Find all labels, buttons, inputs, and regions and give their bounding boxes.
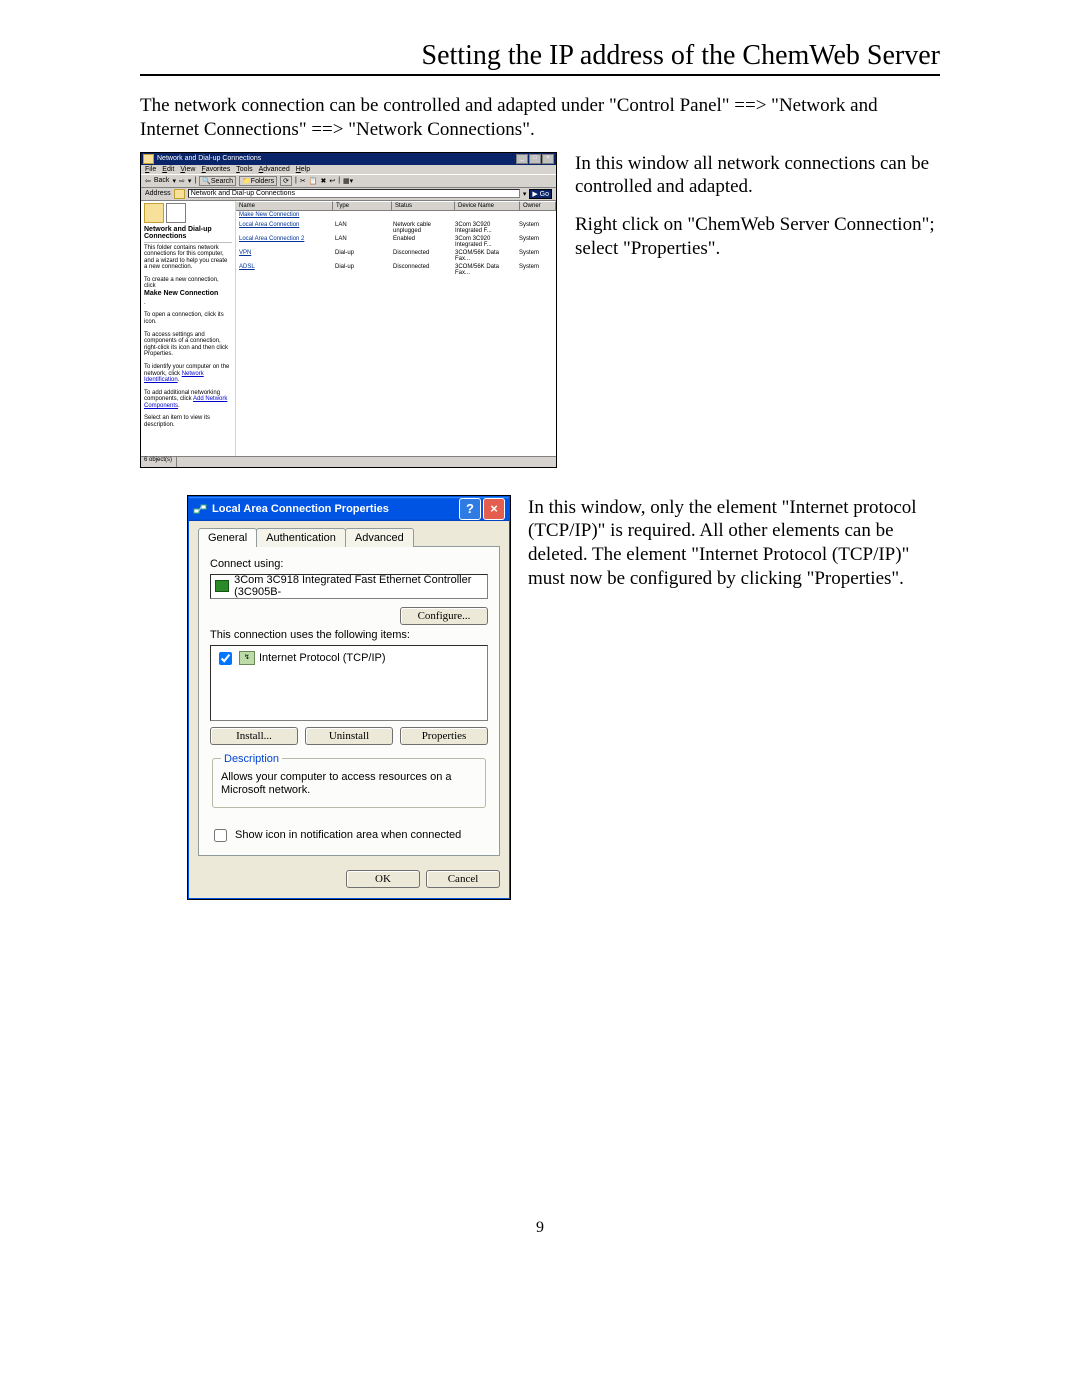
menu-file[interactable]: File [145,166,156,173]
protocol-icon: ↯ [239,651,255,665]
list-item[interactable]: VPN Dial-up Disconnected 3COM/56K Data F… [236,249,556,263]
side-text-2: In this window, only the element "Intern… [528,496,940,591]
ok-button[interactable]: OK [346,870,420,888]
intro-text: The network connection can be controlled… [140,94,940,142]
list-item[interactable]: ADSL Dial-up Disconnected 3COM/56K Data … [236,263,556,277]
menu-favorites[interactable]: Favorites [201,166,230,173]
folders-button[interactable]: 📁Folders [239,176,277,186]
menu-tools[interactable]: Tools [236,166,252,173]
install-button[interactable]: Install... [210,727,298,745]
tcpip-checkbox[interactable] [219,652,232,665]
configure-button[interactable]: Configure... [400,607,488,625]
dlg-titlebar: Local Area Connection Properties ? × [189,497,509,521]
uses-items-label: This connection uses the following items… [210,629,488,641]
tab-advanced[interactable]: Advanced [345,528,414,547]
dlg-title: Local Area Connection Properties [212,503,389,515]
back-button[interactable]: Back [154,177,170,184]
tabs: General Authentication Advanced [198,527,500,546]
tab-body: Connect using: 3Com 3C918 Integrated Fas… [198,546,500,856]
search-button[interactable]: 🔍Search [199,176,236,186]
status-bar: 6 object(s) [141,456,556,467]
column-headers[interactable]: Name Type Status Device Name Owner [236,201,556,211]
close-button[interactable]: × [542,154,554,164]
col-status[interactable]: Status [392,201,455,210]
menu-edit[interactable]: Edit [162,166,174,173]
make-new-connection[interactable]: Make New Connection [236,211,556,221]
description-text: Allows your computer to access resources… [221,771,477,797]
folder-icon [144,203,164,223]
page-number: 9 [140,1219,940,1237]
tab-general[interactable]: General [198,528,257,547]
description-legend: Description [221,753,282,765]
sidebar-p1: This folder contains network connections… [144,245,232,271]
show-icon-label: Show icon in notification area when conn… [235,829,461,841]
sidebar-heading: Network and Dial-up Connections [144,226,232,240]
properties-button[interactable]: Properties [400,727,488,745]
sidebar-p3: To open a connection, click its icon. [144,312,232,325]
menu-view[interactable]: View [180,166,195,173]
side-text-1b: Right click on "ChemWeb Server Connectio… [575,213,940,261]
go-button[interactable]: ▶ Go [529,189,552,199]
sidebar-p4: To access settings and components of a c… [144,332,232,358]
folder-icon [143,154,154,164]
tab-authentication[interactable]: Authentication [256,528,346,547]
minimize-button[interactable]: _ [516,154,528,164]
help-button[interactable]: ? [459,498,481,520]
doc-icon [166,203,186,223]
close-button[interactable]: × [483,498,505,520]
list-item[interactable]: Local Area Connection 2 LAN Enabled 3Com… [236,235,556,249]
items-listbox[interactable]: ↯ Internet Protocol (TCP/IP) [210,645,488,721]
side-text-1a: In this window all network connections c… [575,152,940,200]
nic-icon [215,580,229,592]
win1-menubar[interactable]: File Edit View Favorites Tools Advanced … [141,165,556,174]
win1-title: Network and Dial-up Connections [157,155,261,162]
col-device[interactable]: Device Name [455,201,520,210]
connection-icon [193,502,207,516]
col-owner[interactable]: Owner [520,201,556,210]
cancel-button[interactable]: Cancel [426,870,500,888]
win1-sidebar: Network and Dial-up Connections This fol… [141,201,236,456]
tcpip-label[interactable]: Internet Protocol (TCP/IP) [259,652,386,664]
address-bar[interactable]: Address Network and Dial-up Connections … [141,188,556,201]
show-icon-checkbox[interactable] [214,829,227,842]
properties-dialog: Local Area Connection Properties ? × Gen… [188,496,510,899]
page-title: Setting the IP address of the ChemWeb Se… [140,40,940,76]
address-label: Address [145,190,171,197]
col-name[interactable]: Name [236,201,333,210]
adapter-name: 3Com 3C918 Integrated Fast Ethernet Cont… [234,574,483,598]
network-connections-window: Network and Dial-up Connections _ □ × Fi… [140,152,557,468]
sidebar-p7: Select an item to view its description. [144,415,232,428]
menu-help[interactable]: Help [296,166,310,173]
adapter-box: 3Com 3C918 Integrated Fast Ethernet Cont… [210,574,488,599]
maximize-button[interactable]: □ [529,154,541,164]
uninstall-button[interactable]: Uninstall [305,727,393,745]
description-fieldset: Description Allows your computer to acce… [212,753,486,808]
connections-list: Name Type Status Device Name Owner Make … [236,201,556,456]
win1-toolbar[interactable]: ⇦Back▾ ⇨▾ | 🔍Search 📁Folders ⟳ |✂📋✖↩ |▦▾ [141,174,556,188]
list-item[interactable]: Local Area Connection LAN Network cable … [236,221,556,235]
connect-using-label: Connect using: [210,558,488,570]
col-type[interactable]: Type [333,201,392,210]
address-field[interactable]: Network and Dial-up Connections [188,189,520,198]
win1-titlebar: Network and Dial-up Connections _ □ × [141,153,556,165]
menu-advanced[interactable]: Advanced [259,166,290,173]
